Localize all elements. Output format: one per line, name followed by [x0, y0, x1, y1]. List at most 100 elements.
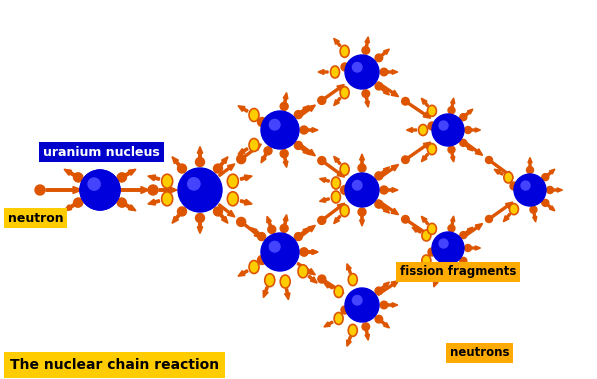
FancyArrow shape [462, 140, 482, 155]
FancyArrow shape [125, 170, 135, 176]
FancyArrow shape [296, 225, 315, 240]
Circle shape [448, 225, 455, 232]
FancyArrow shape [377, 164, 399, 180]
Circle shape [439, 121, 448, 130]
FancyArrow shape [381, 321, 389, 328]
FancyArrow shape [491, 202, 513, 218]
Ellipse shape [422, 255, 431, 266]
Circle shape [460, 232, 467, 239]
Ellipse shape [264, 274, 275, 287]
Circle shape [195, 158, 205, 166]
FancyArrow shape [46, 186, 82, 194]
FancyArrow shape [518, 183, 526, 188]
Circle shape [362, 323, 370, 330]
Circle shape [341, 306, 349, 314]
FancyArrow shape [436, 249, 444, 255]
FancyArrow shape [324, 321, 333, 327]
FancyArrow shape [220, 157, 228, 166]
Circle shape [432, 232, 464, 264]
Circle shape [119, 199, 127, 207]
FancyArrow shape [494, 169, 503, 175]
FancyArrow shape [334, 156, 341, 164]
Ellipse shape [348, 324, 357, 337]
FancyArrow shape [65, 170, 75, 176]
FancyArrow shape [462, 224, 482, 238]
Ellipse shape [331, 66, 340, 78]
FancyArrow shape [451, 98, 455, 107]
Circle shape [280, 150, 288, 158]
FancyArrow shape [466, 227, 473, 233]
Circle shape [460, 139, 467, 146]
Circle shape [195, 213, 205, 222]
FancyArrow shape [172, 214, 180, 223]
Text: The nuclear chain reaction: The nuclear chain reaction [10, 358, 219, 372]
Circle shape [269, 241, 280, 252]
FancyArrow shape [64, 204, 75, 211]
FancyArrow shape [408, 260, 430, 275]
FancyArrow shape [365, 97, 370, 107]
FancyArrow shape [533, 213, 537, 222]
FancyArrow shape [436, 124, 444, 128]
FancyArrow shape [381, 282, 389, 289]
Circle shape [300, 248, 308, 256]
Circle shape [485, 216, 493, 222]
Circle shape [485, 157, 493, 163]
FancyArrow shape [219, 164, 235, 176]
Circle shape [375, 172, 383, 180]
FancyArrow shape [381, 88, 389, 95]
FancyArrow shape [261, 154, 267, 163]
Ellipse shape [162, 174, 173, 188]
Circle shape [352, 180, 362, 190]
Ellipse shape [427, 223, 436, 234]
Circle shape [268, 226, 276, 233]
Circle shape [428, 248, 436, 256]
FancyArrow shape [388, 303, 398, 307]
Circle shape [73, 173, 81, 181]
FancyArrow shape [466, 109, 473, 116]
Circle shape [261, 233, 299, 271]
Circle shape [88, 178, 100, 190]
FancyArrow shape [466, 262, 473, 269]
FancyArrow shape [334, 215, 341, 224]
FancyArrow shape [319, 197, 330, 202]
Circle shape [402, 156, 409, 163]
FancyArrow shape [283, 215, 288, 225]
FancyArrow shape [301, 106, 309, 113]
Circle shape [261, 111, 299, 149]
Circle shape [117, 173, 126, 182]
Circle shape [257, 255, 266, 265]
Circle shape [530, 206, 537, 213]
Ellipse shape [227, 174, 238, 188]
FancyArrow shape [365, 37, 370, 47]
FancyArrow shape [220, 214, 228, 223]
FancyArrow shape [349, 307, 357, 313]
Circle shape [318, 275, 326, 283]
Circle shape [280, 102, 288, 110]
FancyArrow shape [308, 250, 318, 254]
FancyArrow shape [296, 142, 315, 156]
FancyArrow shape [377, 82, 399, 97]
Circle shape [187, 178, 200, 190]
FancyArrow shape [297, 263, 315, 275]
Circle shape [148, 185, 158, 195]
Circle shape [340, 185, 349, 194]
Circle shape [375, 200, 383, 208]
FancyArrow shape [349, 187, 358, 193]
FancyArrow shape [238, 106, 248, 112]
Circle shape [380, 186, 388, 194]
Ellipse shape [504, 172, 513, 183]
FancyArrow shape [412, 263, 421, 269]
FancyArrow shape [324, 283, 333, 289]
FancyArrow shape [301, 147, 309, 154]
FancyArrow shape [283, 157, 288, 168]
Ellipse shape [162, 192, 173, 206]
FancyArrow shape [325, 280, 344, 293]
FancyArrow shape [308, 275, 317, 283]
FancyArrow shape [240, 199, 252, 205]
FancyArrow shape [349, 64, 357, 70]
Circle shape [375, 287, 383, 294]
Ellipse shape [340, 163, 349, 175]
Circle shape [341, 63, 349, 71]
Circle shape [280, 224, 288, 232]
Circle shape [380, 68, 388, 76]
